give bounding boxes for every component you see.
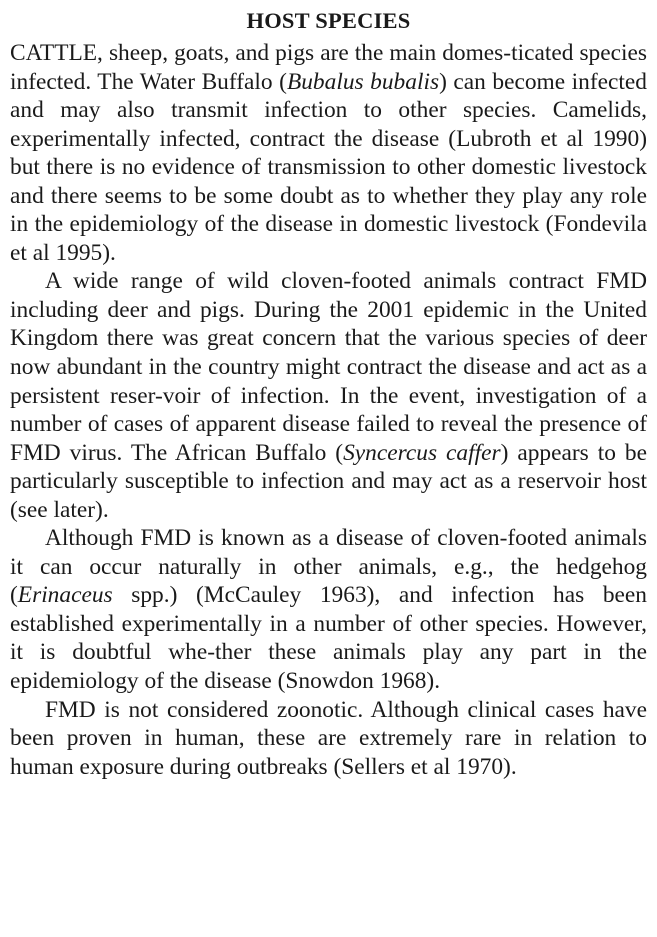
paragraph-cattle: CATTLE, sheep, goats, and pigs are the m… <box>10 39 647 267</box>
species-name-italic: Bubalus bubalis <box>286 68 440 95</box>
paragraph-other-animals: Although FMD is known as a disease of cl… <box>10 524 647 695</box>
paragraph-text: Although FMD is known as a disease of cl… <box>10 525 647 609</box>
paragraph-text: A wide range of wild cloven-footed anima… <box>10 268 647 466</box>
paragraph-text: CATTLE, sheep, goats, and pigs are the m… <box>10 40 647 95</box>
paragraph-text: FMD is not considered zoonotic. Although… <box>10 696 647 780</box>
species-name-italic: Syncercus caffer <box>343 439 501 466</box>
paragraph-text: spp.) (McCauley 1963), and infection has… <box>10 582 647 695</box>
paragraph-text: ) can become infected and may also trans… <box>10 68 647 266</box>
species-name-italic: Erinaceus <box>17 582 113 609</box>
section-heading: HOST SPECIES <box>246 8 411 33</box>
paragraph-text: ) appears to be particularly susceptible… <box>10 439 647 523</box>
paragraph-wild-animals: A wide range of wild cloven-footed anima… <box>10 267 647 524</box>
paragraph-zoonotic: FMD is not considered zoonotic. Although… <box>10 696 647 782</box>
